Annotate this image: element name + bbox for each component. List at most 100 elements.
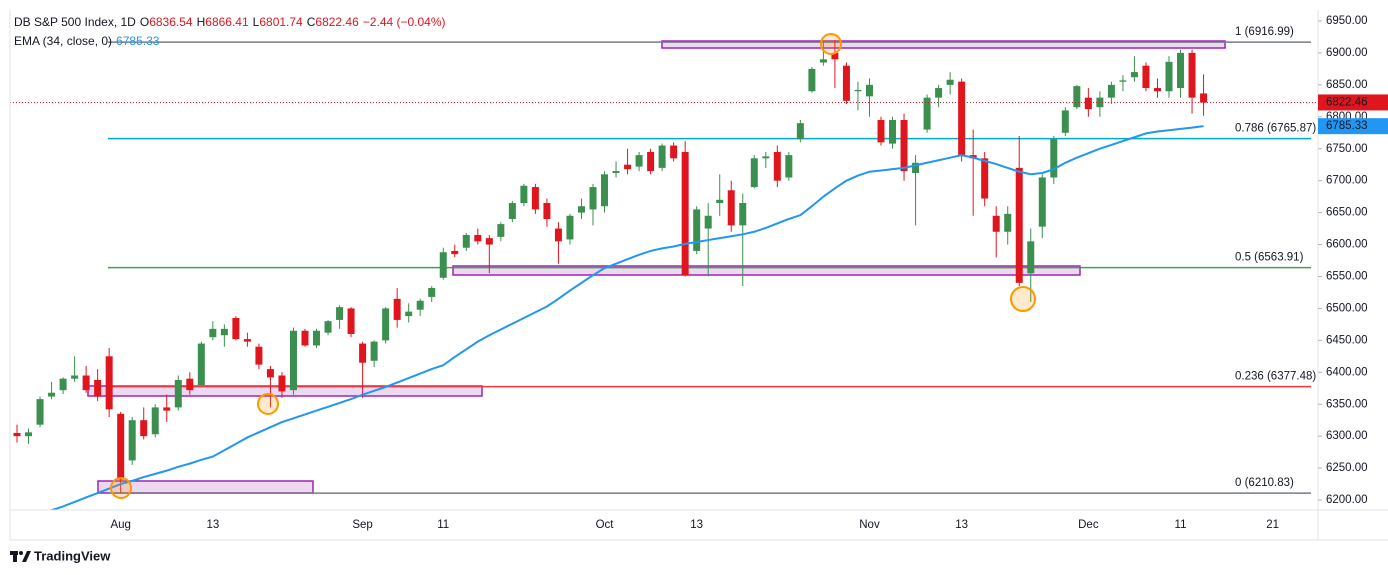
markers [110,33,1036,499]
candle-body [1073,86,1081,108]
fib-label: 0.5 (6563.91) [1235,252,1304,264]
y-tick-label: 6400.00 [1326,366,1368,378]
candle-body [1004,213,1012,232]
candle-body [854,89,862,92]
candle-body [336,307,344,320]
logo-shape [22,551,31,562]
candle-body [151,407,159,435]
candle-body [474,234,482,242]
candle-body [727,190,735,226]
fib-label: 0 (6210.83) [1235,477,1294,489]
x-tick-label: Oct [596,519,615,531]
marker-circle [820,33,842,55]
candle-body [451,250,459,255]
fib-label: 1 (6916.99) [1235,26,1294,38]
ohlc-prefix: C [307,15,316,29]
candle-body [1050,139,1058,178]
symbol-title: DB S&P 500 Index, 1D [14,15,136,29]
x-tick-label: 13 [690,519,703,531]
ohlc-prefix: O [140,15,149,29]
candle-body [704,215,712,229]
candle-body [647,151,655,172]
candle-body [209,328,217,338]
candle-body [889,119,897,144]
legend-value: 6785.33 [116,34,160,48]
candle-body [1165,61,1173,92]
marker-circle [110,477,132,499]
fib-label: 0.786 (6765.87) [1235,123,1316,135]
candle-body [739,203,747,226]
x-tick-label: 13 [206,519,219,531]
candle-body [174,379,182,408]
candle-body [347,308,355,334]
candle-body [946,79,954,85]
y-tick-label: 6900.00 [1326,47,1368,59]
price-badge [1318,94,1388,111]
candle-body [359,343,367,363]
candle-body [531,187,539,210]
candle-body [935,88,943,98]
y-tick-label: 6300.00 [1326,430,1368,442]
candle-body [439,252,447,278]
x-tick-label: Nov [859,519,880,531]
price-badge [1318,118,1388,135]
candle-body [808,68,816,92]
y-tick-label: 6650.00 [1326,207,1368,219]
candle-body [393,298,401,320]
candle-body [877,119,885,143]
candle-body [1177,52,1185,89]
logo-shape [19,551,23,555]
candle-body [128,420,136,461]
candle-body [25,432,33,437]
candle-body [313,330,321,346]
candle-body [819,59,827,63]
candle-body [1200,93,1208,103]
candle-body [82,375,90,391]
candle-body [601,174,609,207]
candle-body [485,238,493,245]
price-badge-label: 6822.46 [1326,96,1368,108]
y-tick-label: 6850.00 [1326,79,1368,91]
candle-body [912,162,920,174]
ohlc-value: 6836.54 [149,15,193,29]
x-tick-label: Aug [110,519,130,531]
y-tick-label: 6550.00 [1326,271,1368,283]
candle-body [658,145,666,168]
plot-area [10,40,1318,510]
candle-body [48,392,56,397]
change: −2.44 (−0.04%) [363,15,446,29]
y-tick-label: 6500.00 [1326,302,1368,314]
y-tick-label: 6950.00 [1326,15,1368,27]
candle-body [186,378,194,391]
zone-box [452,265,1081,276]
candle-body [405,311,413,317]
candle-body [785,155,793,178]
candle-body [117,413,125,480]
ohlc-prefix: L [253,15,260,29]
candle-body [1061,110,1069,133]
price-badge-label: 6785.33 [1326,120,1368,132]
x-tick-label: Sep [352,519,372,531]
candle-body [1188,52,1196,98]
ema-line [49,125,1204,510]
candle-body [1153,88,1161,92]
candle-body [255,346,263,365]
candle-body [382,308,390,341]
candle-body [497,224,505,237]
candle-body [13,432,21,437]
candle-body [1107,84,1115,98]
y-tick-label: 6450.00 [1326,334,1368,346]
candle-body [762,156,770,159]
legend-name: EMA (34, close, 0) [14,34,112,48]
candle-body [992,215,1000,232]
candle-body [462,234,470,248]
candle-body [981,158,989,199]
x-tick-label: 11 [437,519,449,531]
candle-body [1038,177,1046,227]
candle-body [266,369,274,378]
candle-body [900,119,908,172]
logo-shape [13,551,17,562]
candle-body [566,215,574,240]
